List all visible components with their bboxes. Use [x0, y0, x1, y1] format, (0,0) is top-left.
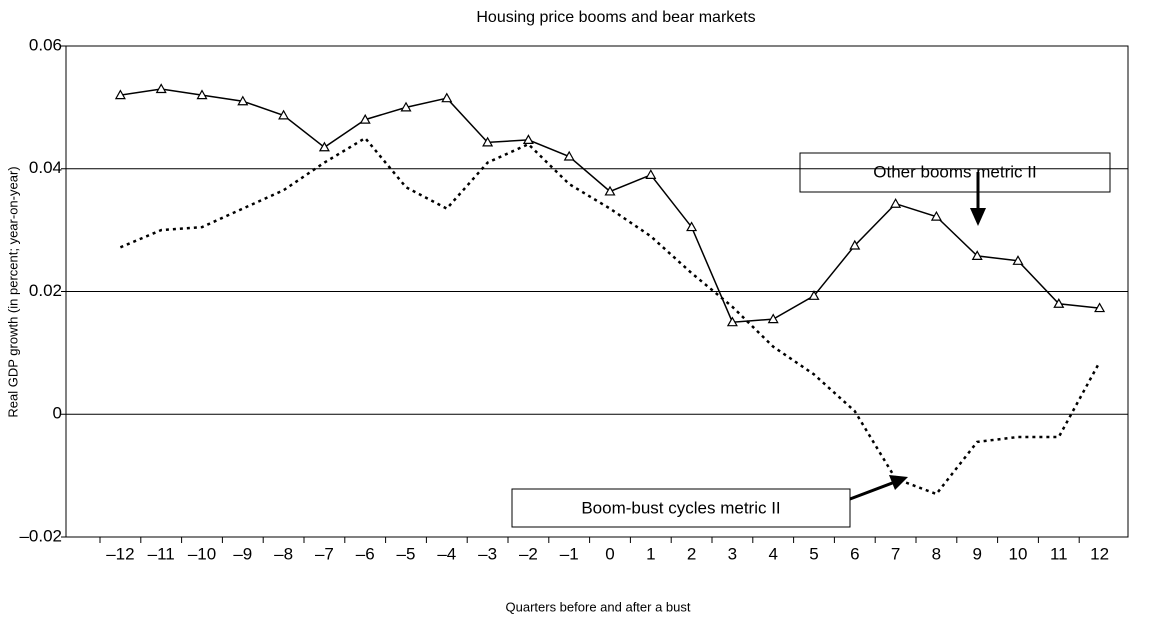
- annotation-box: [799, 152, 1111, 193]
- data-point: [1094, 302, 1106, 313]
- x-tick-label: –6: [356, 544, 375, 563]
- data-point: [400, 101, 412, 112]
- x-tick-label: 1: [646, 544, 655, 563]
- series-line: [120, 88, 1100, 323]
- y-tick-label: 0.06: [29, 35, 62, 54]
- y-tick-label: 0.04: [29, 158, 62, 177]
- chart-title: Housing price booms and bear markets: [476, 9, 755, 26]
- annotation-arrow: [849, 480, 896, 501]
- y-axis-label: Real GDP growth (in percent; year-on-yea…: [5, 166, 20, 417]
- data-point: [196, 89, 208, 100]
- x-tick-label: –2: [519, 544, 538, 563]
- x-tick-label: 0: [605, 544, 614, 563]
- x-tick-label: 5: [809, 544, 818, 563]
- x-tick-label: 11: [1050, 544, 1068, 563]
- data-point: [849, 239, 861, 250]
- x-tick-label: 4: [768, 544, 777, 563]
- x-tick-label: 2: [687, 544, 696, 563]
- data-point: [278, 109, 290, 120]
- y-tick-label: 0.02: [29, 281, 62, 300]
- data-point: [971, 250, 983, 261]
- data-point: [767, 313, 779, 324]
- x-tick-label: –4: [437, 544, 456, 563]
- annotation-arrowhead: [970, 208, 986, 226]
- y-tick-label: 0: [53, 404, 62, 423]
- plot-frame: [65, 45, 1129, 538]
- x-tick-label: 3: [728, 544, 737, 563]
- annotation-label: Other booms metric II: [873, 162, 1036, 181]
- data-point: [441, 92, 453, 103]
- x-tick-label: –12: [106, 544, 134, 563]
- data-point: [726, 316, 738, 327]
- x-tick-label: –5: [397, 544, 416, 563]
- data-point: [930, 210, 942, 221]
- data-point: [686, 221, 698, 232]
- x-tick-label: –8: [274, 544, 293, 563]
- x-tick-label: 8: [932, 544, 941, 563]
- data-point: [359, 113, 371, 124]
- data-point: [1012, 255, 1024, 265]
- annotation-box: [511, 488, 851, 528]
- data-point: [1053, 298, 1065, 308]
- x-tick-label: 10: [1009, 544, 1028, 563]
- data-point: [808, 290, 820, 300]
- x-tick-label: –11: [148, 544, 175, 563]
- data-point: [645, 169, 657, 179]
- data-point: [890, 198, 902, 208]
- data-point: [604, 185, 616, 196]
- data-point: [237, 95, 249, 106]
- data-point: [318, 141, 330, 152]
- data-point: [482, 136, 494, 147]
- x-tick-label: 9: [972, 544, 981, 563]
- x-axis-label: Quarters before and after a bust: [506, 599, 691, 614]
- x-tick-label: –9: [233, 544, 252, 563]
- x-tick-label: –7: [315, 544, 334, 563]
- annotation-arrowhead: [889, 475, 908, 490]
- x-tick-label: 12: [1090, 544, 1109, 563]
- data-point: [155, 83, 167, 94]
- y-tick-label: –0.02: [19, 526, 62, 545]
- data-point: [522, 134, 534, 145]
- x-tick-label: –10: [188, 544, 216, 563]
- x-tick-label: –3: [478, 544, 497, 563]
- data-point: [114, 89, 126, 100]
- annotation-label: Boom-bust cycles metric II: [581, 498, 780, 517]
- annotations: [511, 152, 1111, 528]
- x-tick-label: 6: [850, 544, 859, 563]
- data-point: [563, 150, 575, 161]
- x-tick-label: 7: [891, 544, 900, 563]
- x-tick-label: –1: [560, 544, 579, 563]
